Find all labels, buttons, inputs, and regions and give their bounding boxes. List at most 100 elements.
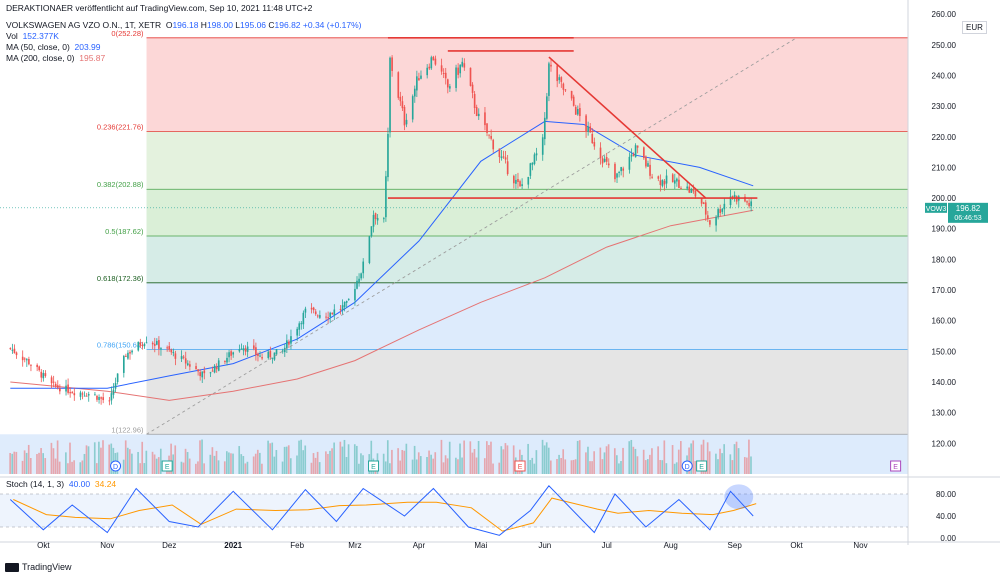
stoch-tick-label: 80.00 xyxy=(936,490,957,499)
event-marker xyxy=(161,460,173,472)
candle-body xyxy=(347,298,350,300)
volume-bar xyxy=(659,460,662,474)
candle-body xyxy=(9,348,12,350)
volume-bar xyxy=(325,451,327,474)
candle-body xyxy=(564,89,567,91)
volume-bar xyxy=(603,452,606,474)
event-marker-label: E xyxy=(893,464,898,471)
candle-body xyxy=(290,336,292,344)
price-tick-label: 220.00 xyxy=(932,133,957,142)
candle-body xyxy=(607,163,610,166)
candle-body xyxy=(484,112,486,126)
candle-body xyxy=(319,315,321,318)
candle-body xyxy=(715,216,717,226)
tradingview-logo-icon xyxy=(5,562,19,572)
volume-bar xyxy=(333,442,335,474)
stoch-tick-label: 0.00 xyxy=(940,534,956,543)
volume-bar xyxy=(312,453,315,474)
candle-body xyxy=(238,349,241,352)
stoch-k-value: 40.00 xyxy=(68,479,91,489)
candle-body xyxy=(449,86,451,89)
legend-vol[interactable]: Vol 152.377K xyxy=(6,31,59,41)
volume-bar xyxy=(83,453,86,474)
fib-zone xyxy=(146,349,908,435)
volume-bar xyxy=(399,460,401,474)
volume-bar xyxy=(613,448,616,474)
candle-body xyxy=(550,64,552,67)
candle-body xyxy=(228,352,230,358)
ma200-label: MA (200, close, 0) xyxy=(6,53,75,63)
footer-brand[interactable]: TradingView xyxy=(5,562,72,572)
volume-bar xyxy=(677,449,680,474)
volume-bar xyxy=(504,443,507,474)
volume-bar xyxy=(636,456,639,474)
candle-body xyxy=(721,208,724,212)
candle-body xyxy=(486,123,488,133)
candle-body xyxy=(28,358,30,365)
candle-body xyxy=(461,61,464,67)
volume-bar xyxy=(289,458,292,474)
volume-bar xyxy=(570,460,573,474)
candle-body xyxy=(676,178,678,182)
volume-bar xyxy=(100,447,102,474)
candle-body xyxy=(302,312,305,325)
volume-bar xyxy=(331,448,333,474)
brand-name: TradingView xyxy=(22,562,72,572)
volume-bar xyxy=(506,445,509,474)
volume-bar xyxy=(706,442,709,474)
time-tick-label: 2021 xyxy=(224,541,242,550)
volume-bar xyxy=(719,448,721,474)
legend-stoch[interactable]: Stoch (14, 1, 3) 40.00 34.24 xyxy=(6,479,116,489)
candle-body xyxy=(659,180,662,185)
fib-zone xyxy=(146,236,908,283)
stoch-tick-label: 40.00 xyxy=(936,512,957,521)
candle-body xyxy=(339,308,342,310)
volume-bar xyxy=(79,462,82,474)
volume-bar xyxy=(690,443,692,474)
candle-body xyxy=(387,133,389,178)
candle-body xyxy=(87,394,90,396)
candle-body xyxy=(209,372,212,374)
volume-bar xyxy=(500,446,503,474)
price-tick-label: 160.00 xyxy=(932,317,957,326)
candle-body xyxy=(548,63,550,96)
price-tag-countdown: 06:46:53 xyxy=(954,215,981,222)
volume-bar xyxy=(213,455,216,474)
volume-bar xyxy=(50,442,53,474)
candle-body xyxy=(585,115,587,132)
candle-body xyxy=(692,189,695,192)
candle-body xyxy=(389,57,391,133)
volume-bar xyxy=(490,441,492,474)
volume-bar xyxy=(223,461,226,474)
candle-body xyxy=(269,350,272,358)
volume-bar xyxy=(108,444,111,474)
volume-bar xyxy=(36,454,38,474)
fib-zone xyxy=(146,37,908,132)
volume-bar xyxy=(748,439,750,474)
currency-label[interactable]: EUR xyxy=(962,21,987,34)
volume-bar xyxy=(457,459,459,474)
candle-body xyxy=(469,67,472,86)
candle-body xyxy=(281,350,284,352)
legend-ma200[interactable]: MA (200, close, 0) 195.87 xyxy=(6,53,105,63)
candle-body xyxy=(492,139,495,150)
volume-bar xyxy=(675,462,678,474)
candle-body xyxy=(50,377,53,384)
event-marker xyxy=(681,460,693,472)
ma50-value: 203.99 xyxy=(74,42,101,52)
volume-bar xyxy=(73,460,75,474)
candle-body xyxy=(634,145,637,158)
volume-bar xyxy=(139,463,141,474)
volume-bar xyxy=(578,440,581,474)
legend-ma50[interactable]: MA (50, close, 0) 203.99 xyxy=(6,42,101,52)
volume-bar xyxy=(731,460,734,474)
candle-body xyxy=(457,67,459,75)
candle-body xyxy=(614,163,616,180)
candle-body xyxy=(370,226,373,237)
event-marker-label: E xyxy=(699,464,704,471)
volume-bar xyxy=(310,462,313,474)
volume-bar xyxy=(723,444,725,474)
volume-bar xyxy=(356,445,358,474)
candle-body xyxy=(673,180,676,184)
volume-bar xyxy=(461,457,463,474)
